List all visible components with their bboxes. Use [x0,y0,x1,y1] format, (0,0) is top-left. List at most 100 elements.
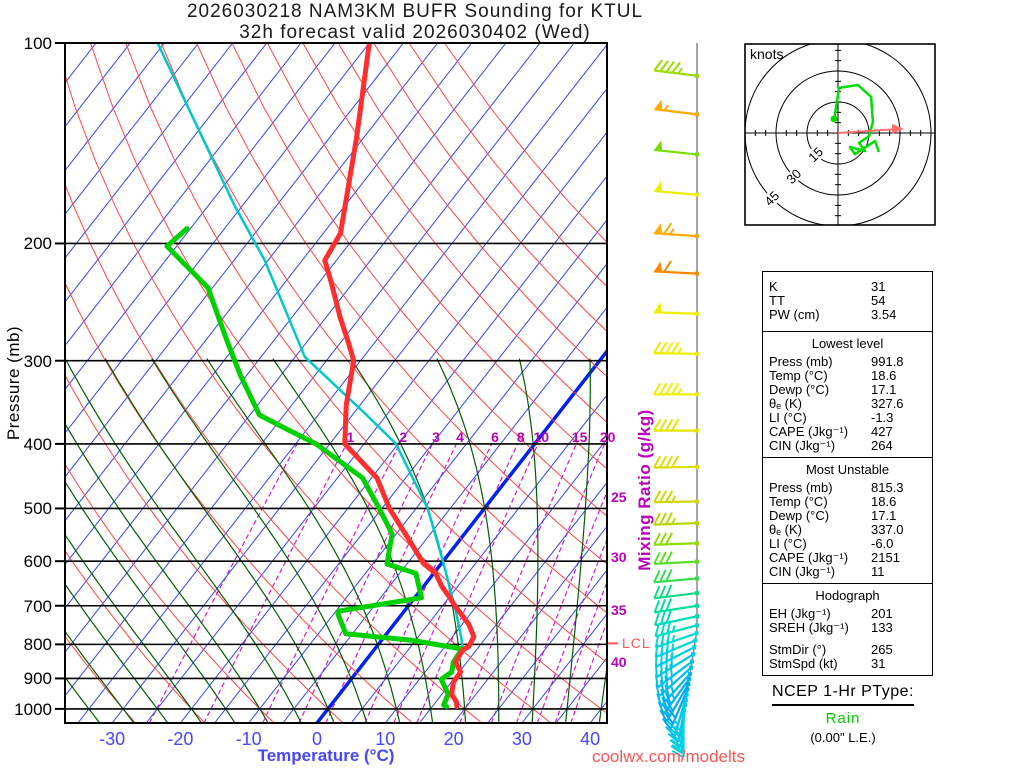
panel-row-value: 327.6 [871,396,904,411]
mixing-ratio-line [459,443,577,723]
mixing-ratio-line [554,580,607,723]
barb-full [659,455,668,468]
isotherm-line [350,394,607,723]
dry-adiabat-line [302,43,607,424]
panel-row: θₑ (K) 327.6 [769,397,926,411]
panel-row-value: 815.3 [871,480,904,495]
panel-row: CAPE (Jkg⁻¹) 2151 [769,551,926,565]
barb-full [665,61,675,73]
barb-full [665,610,672,624]
barb-shaft [653,352,698,355]
barb-shaft [656,653,694,679]
dry-adiabat-line [337,43,607,378]
panel-row: SREH (Jkg⁻¹) 133 [769,621,926,635]
wind-barb [671,712,686,759]
isotherms [65,43,607,723]
mixing-ratio-line [298,443,433,723]
barb-full [671,382,680,395]
dry-adiabat-line [65,183,483,723]
lcl-label: LCL [622,635,651,652]
barb-half [671,495,677,503]
mixing-ratio-tick-label: 10 [533,429,550,445]
panel-row-value: 201 [871,606,893,621]
mixing-ratio-tick-label: 20 [599,429,616,445]
barb-half [663,104,669,111]
pressure-tick-label: 900 [23,669,52,689]
mixing-ratio-line [393,443,519,723]
barb-shaft [654,148,698,156]
chart-title-line1: 2026030218 NAM3KM BUFR Sounding for KTUL [186,1,644,22]
barb-full [659,418,668,432]
panel-row: Press (mb) 815.3 [769,481,926,495]
mixing-ratio-line [515,490,607,723]
ptype-block: NCEP 1-Hr PType: Rain (0.00" L.E.) [745,683,941,745]
panel-section: Hodograph EH (Jkg⁻¹) 201 SREH (Jkg⁻¹) 133 Stm… [763,583,932,675]
panel-row: LI (°C) -1.3 [769,411,926,425]
barb-full [659,679,665,693]
barb-full [664,691,672,705]
wind-barb [654,181,699,197]
ptype-extra: (0.00" L.E.) [810,730,876,745]
panel-section: Lowest level Press (mb) 991.8 Temp (°C) 18.6… [763,331,932,457]
moist-adiabats [65,358,607,723]
panel-row-value: 17.1 [871,508,897,523]
mixing-ratio-tick-label: 3 [432,429,440,445]
barb-full [659,611,666,625]
isotherm-line [65,43,473,566]
barb-shaft [655,624,698,638]
wind-barb [653,382,699,397]
panel-row-label: CIN (Jkg⁻¹) [769,564,836,579]
barb-half [670,692,676,700]
isotherm-line [248,262,607,723]
panel-row-value: 427 [871,424,893,439]
barb-half [670,685,675,693]
barb-full [671,455,680,468]
pressure-tick-label: 400 [23,434,52,454]
barb-full [653,551,661,565]
pressure-tick-label: 800 [23,635,52,655]
barb-shaft [653,522,698,526]
isotherm-line [487,569,607,723]
panel-row-label: LI (°C) [769,536,807,551]
barb-full [671,341,680,354]
panel-row-value: 31 [871,279,886,294]
isotherm-line [65,43,336,391]
barb-full [660,622,666,636]
panel-row-label: StmDir (°) [769,642,827,657]
barb-full [659,382,668,395]
barb-half [677,388,683,395]
mixing-ratio-right-label: 25 [611,489,627,505]
mixing-ratio-tick-label: 1 [346,429,355,445]
panel-row-label: θₑ (K) [769,396,803,411]
ptype-title: NCEP 1-Hr PType: [772,683,914,706]
barb-half [671,517,676,525]
panel-row-label: Temp (°C) [769,494,828,509]
dewpoint-trace [164,226,465,709]
panel-row-label: StmSpd (kt) [769,656,838,671]
dry-adiabat-line [65,281,413,723]
dry-adiabat-line [231,43,607,517]
moist-adiabat-line [151,358,368,723]
wind-barb [653,302,699,316]
panel-section-header: Hodograph [815,588,880,603]
moist-adiabat-line [65,358,302,723]
panel-row-label: K [769,279,778,294]
panel-row: StmSpd (kt) 31 [769,657,926,671]
pressure-lines [55,42,607,710]
barb-full [659,512,668,525]
dry-adiabats [65,43,607,723]
barb-full [664,684,671,698]
barb-half [671,634,676,642]
wind-barb [659,682,691,722]
barb-full [653,570,661,583]
moist-adiabat-line [65,583,169,723]
moist-adiabat-line [65,422,269,723]
barb-pennant [654,140,663,151]
isotherm-line [111,87,607,723]
barb-full [665,455,674,468]
barb-shaft [654,560,698,566]
mixing-ratio-right-label: 40 [611,654,627,670]
moist-adiabat-line [104,358,335,723]
panel-row-value: 265 [871,642,893,657]
pressure-tick-label: 200 [23,234,52,254]
